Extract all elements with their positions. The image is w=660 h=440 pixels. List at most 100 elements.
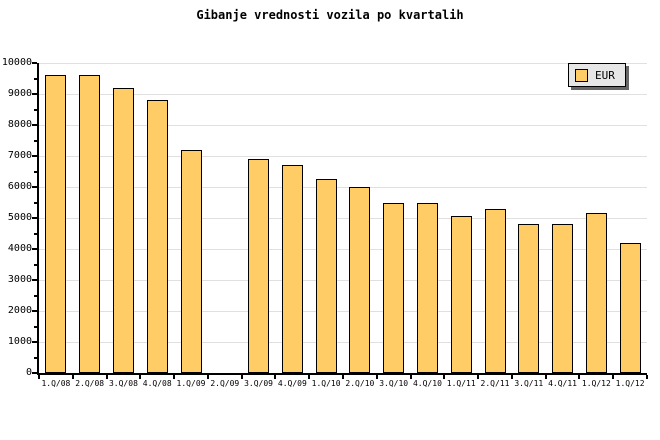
x-axis-tick xyxy=(206,375,209,379)
bar xyxy=(383,202,405,373)
y-axis-minor-tick xyxy=(34,201,37,204)
y-axis-tick-label: 7000 xyxy=(7,150,32,161)
y-axis-major-tick xyxy=(32,372,37,374)
x-axis-tick-label: 1.Q/12 xyxy=(581,379,611,388)
y-axis-major-tick xyxy=(32,248,37,250)
y-axis-tick-label: 4000 xyxy=(7,243,32,254)
bar xyxy=(79,75,101,373)
y-axis-minor-tick xyxy=(34,108,37,111)
x-axis-tick xyxy=(240,375,243,379)
y-axis-tick-label: 6000 xyxy=(7,181,32,192)
gridline xyxy=(39,63,647,64)
x-axis-tick-label: 2.Q/10 xyxy=(345,379,375,388)
bar xyxy=(248,159,270,373)
legend-label: EUR xyxy=(595,68,615,82)
gridline xyxy=(39,280,647,281)
y-axis-minor-tick xyxy=(34,263,37,266)
x-axis-tick-label: 1.Q/12 xyxy=(615,379,645,388)
x-axis-tick xyxy=(342,375,344,379)
gridline xyxy=(39,249,647,250)
y-axis-tick-label: 5000 xyxy=(7,212,32,223)
x-axis-tick xyxy=(443,375,446,379)
chart-title: Gibanje vrednosti vozila po kvartalih xyxy=(196,8,464,22)
y-axis-tick-label: 1000 xyxy=(7,336,32,347)
gridline xyxy=(39,94,647,95)
plot-area: 0 1000 2000 3000 4000 5000 6000 7000 8000 9000 100… xyxy=(2,57,648,388)
bar xyxy=(518,224,540,373)
x-axis-tick-label: 1.Q/09 xyxy=(176,379,206,388)
gridline xyxy=(39,125,647,126)
x-axis-tick xyxy=(612,375,615,379)
x-axis-tick-label: 1.Q/10 xyxy=(311,379,341,388)
y-axis-tick-label: 8000 xyxy=(7,119,32,130)
x-axis-tick-label: 3.Q/09 xyxy=(244,379,273,388)
y-axis-major-tick xyxy=(32,217,37,219)
x-axis-tick-label: 4.Q/11 xyxy=(548,379,577,388)
bar xyxy=(112,87,134,373)
x-axis-tick-label: 1.Q/11 xyxy=(446,379,476,388)
x-axis-tick xyxy=(38,375,40,379)
bar xyxy=(585,213,607,373)
y-axis-tick-label: 3000 xyxy=(7,274,32,285)
x-axis-tick-label: 2.Q/11 xyxy=(480,379,510,388)
y-axis-minor-tick xyxy=(34,139,37,142)
bar xyxy=(450,216,472,373)
x-axis-tick-label: 1.Q/08 xyxy=(41,379,71,388)
y-axis-minor-tick xyxy=(34,77,37,80)
bar xyxy=(315,179,337,373)
x-axis-tick xyxy=(308,375,311,379)
y-axis-major-tick xyxy=(32,93,37,95)
gridline xyxy=(39,187,647,188)
y-axis-major-tick xyxy=(32,186,37,188)
bar xyxy=(484,208,506,373)
x-axis-tick xyxy=(173,375,176,379)
gridline xyxy=(39,342,647,343)
y-axis-major-tick xyxy=(32,62,37,64)
bar xyxy=(281,165,303,373)
bar xyxy=(552,224,574,373)
bar xyxy=(349,187,371,373)
y-axis-minor-tick xyxy=(34,170,37,173)
x-axis-tick-label: 3.Q/10 xyxy=(379,379,409,388)
x-axis-tick-label: 4.Q/09 xyxy=(277,379,307,388)
bar xyxy=(416,202,438,373)
x-axis-tick xyxy=(544,375,547,379)
y-axis-minor-tick xyxy=(34,232,37,235)
y-axis-minor-tick xyxy=(34,325,37,328)
x-axis-tick xyxy=(274,375,277,379)
y-axis-major-tick xyxy=(32,341,37,343)
y-axis-major-tick xyxy=(32,310,37,312)
x-axis-tick-label: 3.Q/08 xyxy=(108,379,138,388)
x-axis-tick xyxy=(71,375,74,379)
y-axis-major-tick xyxy=(32,279,37,281)
x-axis-tick xyxy=(105,375,108,379)
x-axis-tick xyxy=(477,375,480,379)
bar xyxy=(146,100,168,373)
x-axis-tick xyxy=(578,375,581,379)
x-axis-tick xyxy=(409,375,412,379)
bar xyxy=(180,149,202,373)
bar xyxy=(619,242,641,373)
x-axis-tick xyxy=(646,375,648,379)
x-axis-tick xyxy=(139,375,142,379)
x-axis-tick-label: 4.Q/08 xyxy=(142,379,172,388)
x-axis-tick-label: 4.Q/10 xyxy=(412,379,442,388)
gridline xyxy=(39,156,647,157)
gridline xyxy=(39,311,647,312)
x-axis-tick-label: 2.Q/08 xyxy=(75,379,105,388)
y-axis-tick-label: 9000 xyxy=(7,88,32,99)
bar xyxy=(45,75,67,373)
y-axis-minor-tick xyxy=(34,294,37,297)
y-axis-tick-label: 0 xyxy=(25,367,32,378)
x-axis-tick-label: 2.Q/09 xyxy=(210,379,240,388)
x-axis-tick xyxy=(375,375,378,379)
gridline xyxy=(39,218,647,219)
y-axis-tick-label: 10000 xyxy=(1,57,32,68)
y-axis-major-tick xyxy=(32,155,37,157)
x-axis-tick xyxy=(510,375,513,379)
legend-box: EUR xyxy=(568,63,626,87)
y-axis-minor-tick xyxy=(34,356,37,359)
y-axis-tick-label: 2000 xyxy=(7,305,32,316)
x-axis-tick-label: 3.Q/11 xyxy=(514,379,544,388)
